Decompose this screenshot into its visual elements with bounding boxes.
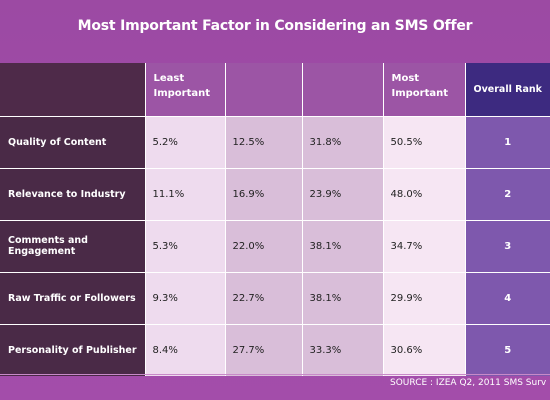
header-overall-rank: Overall Rank — [465, 63, 550, 116]
page-title: Most Important Factor in Considering an … — [77, 18, 473, 34]
data-cell: 50.5% — [383, 115, 466, 168]
rank-cell: 5 — [465, 323, 550, 376]
table-row: Personality of Publisher 8.4% 27.7% 33.3% 30… — [0, 323, 550, 376]
data-cell: 30.6% — [383, 323, 466, 376]
data-cell: 31.8% — [302, 115, 384, 168]
rank-cell: 3 — [465, 219, 550, 272]
rank-cell: 2 — [465, 167, 550, 220]
table-header-row: Least Important Most Important Overall R… — [0, 63, 550, 116]
data-cell: 29.9% — [383, 271, 466, 324]
data-cell: 8.4% — [145, 323, 226, 376]
data-cell: 12.5% — [225, 115, 303, 168]
data-cell: 33.3% — [302, 323, 384, 376]
table-row: Relevance to Industry 11.1% 16.9% 23.9% 48.0… — [0, 167, 550, 220]
data-cell: 23.9% — [302, 167, 384, 220]
data-cell: 22.7% — [225, 271, 303, 324]
data-cell: 38.1% — [302, 219, 384, 272]
rank-cell: 1 — [465, 115, 550, 168]
row-label: Relevance to Industry — [0, 167, 146, 220]
corner-header — [0, 63, 146, 116]
data-cell: 27.7% — [225, 323, 303, 376]
data-cell: 34.7% — [383, 219, 466, 272]
table-row: Quality of Content 5.2% 12.5% 31.8% 50.5% 1 — [0, 115, 550, 168]
data-cell: 48.0% — [383, 167, 466, 220]
header-col-3 — [302, 63, 384, 116]
rank-cell: 4 — [465, 271, 550, 324]
data-cell: 11.1% — [145, 167, 226, 220]
source-note: SOURCE : IZEA Q2, 2011 SMS Surv — [390, 378, 550, 388]
source-text: SOURCE : IZEA Q2, 2011 SMS Surv — [390, 378, 547, 388]
data-cell: 16.9% — [225, 167, 303, 220]
row-label: Personality of Publisher — [0, 323, 146, 376]
data-table-container: Least Important Most Important Overall R… — [0, 63, 550, 376]
header-least-important: Least Important — [145, 63, 226, 116]
data-cell: 5.3% — [145, 219, 226, 272]
header-col-2 — [225, 63, 303, 116]
data-table: Least Important Most Important Overall R… — [0, 63, 550, 376]
row-label: Quality of Content — [0, 115, 146, 168]
table-row: Raw Traffic or Followers 9.3% 22.7% 38.1% 29… — [0, 271, 550, 324]
table-body: Quality of Content 5.2% 12.5% 31.8% 50.5% 1 Re… — [0, 115, 550, 376]
row-label: Raw Traffic or Followers — [0, 271, 146, 324]
table-row: Comments and Engagement 5.3% 22.0% 38.1% 34.… — [0, 219, 550, 272]
footer-divider — [0, 374, 550, 375]
header-most-important: Most Important — [383, 63, 466, 116]
data-cell: 9.3% — [145, 271, 226, 324]
row-label: Comments and Engagement — [0, 219, 146, 272]
data-cell: 5.2% — [145, 115, 226, 168]
data-cell: 38.1% — [302, 271, 384, 324]
data-cell: 22.0% — [225, 219, 303, 272]
